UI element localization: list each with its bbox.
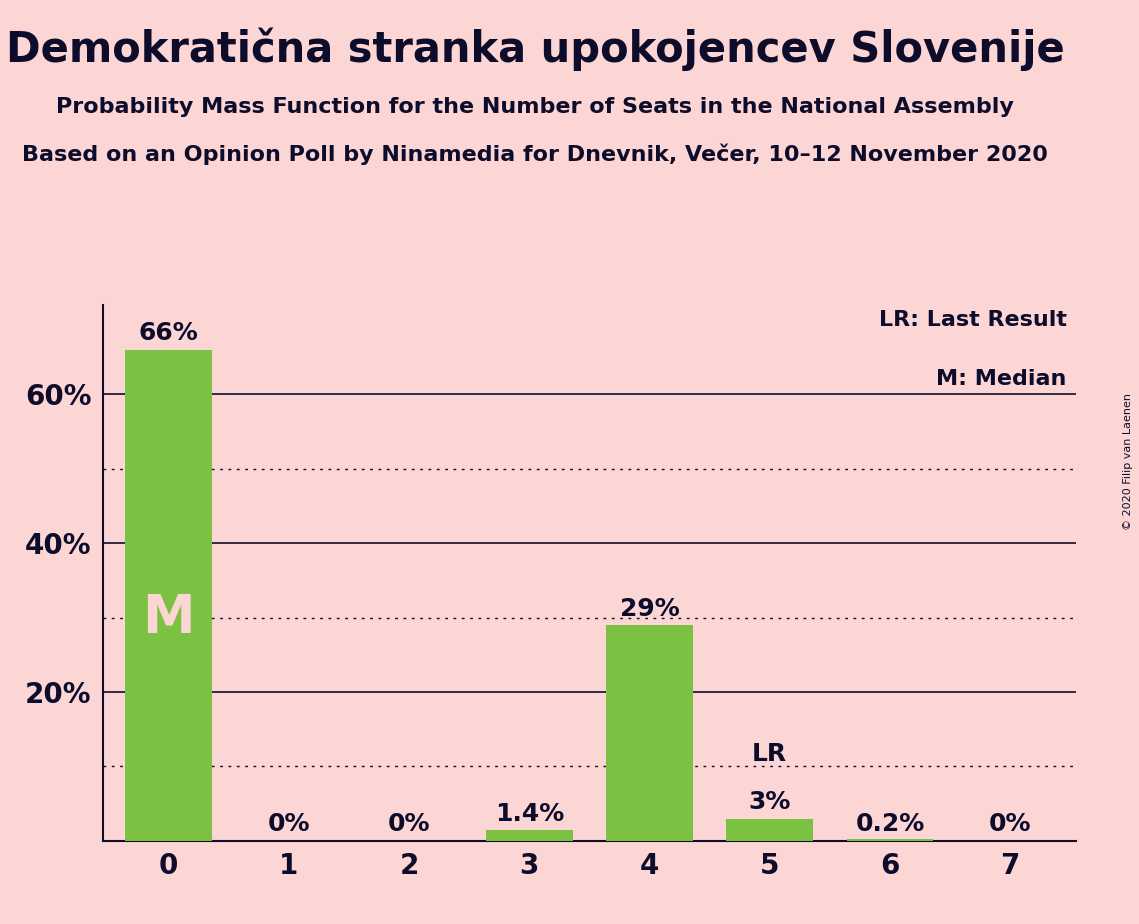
Text: 66%: 66%	[139, 322, 198, 346]
Bar	[727, 819, 813, 841]
Text: M: Median: M: Median	[936, 370, 1066, 389]
Bar	[606, 625, 693, 841]
Bar	[486, 831, 573, 841]
Text: LR: LR	[752, 742, 787, 766]
Bar	[125, 349, 212, 841]
Text: Demokratična stranka upokojencev Slovenije: Demokratična stranka upokojencev Sloveni…	[6, 28, 1065, 71]
Text: 0.2%: 0.2%	[855, 812, 925, 836]
Text: 0%: 0%	[388, 812, 431, 836]
Text: 0%: 0%	[989, 812, 1032, 836]
Bar	[846, 839, 933, 841]
Text: LR: Last Result: LR: Last Result	[878, 310, 1066, 330]
Text: Probability Mass Function for the Number of Seats in the National Assembly: Probability Mass Function for the Number…	[57, 97, 1014, 117]
Text: 3%: 3%	[748, 790, 790, 814]
Text: 29%: 29%	[620, 597, 680, 621]
Text: 1.4%: 1.4%	[494, 802, 564, 826]
Text: M: M	[142, 591, 195, 643]
Text: © 2020 Filip van Laenen: © 2020 Filip van Laenen	[1123, 394, 1133, 530]
Text: 0%: 0%	[268, 812, 310, 836]
Text: Based on an Opinion Poll by Ninamedia for Dnevnik, Večer, 10–12 November 2020: Based on an Opinion Poll by Ninamedia fo…	[23, 143, 1048, 164]
